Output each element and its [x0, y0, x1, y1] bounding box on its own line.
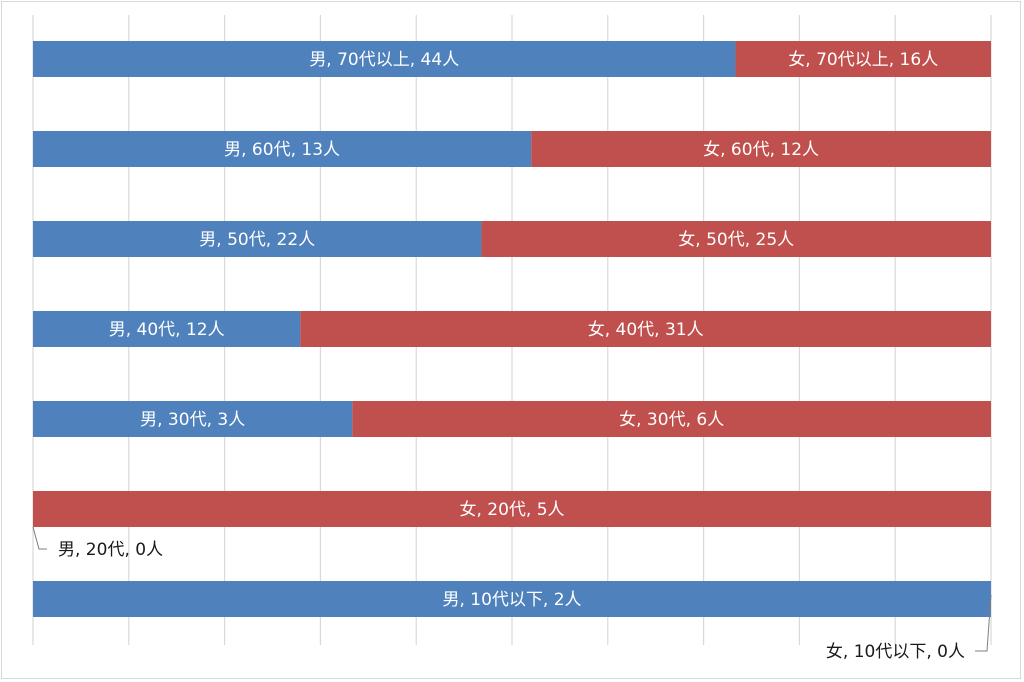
data-label-male-5: 男, 20代, 0人: [58, 540, 163, 560]
bar-male-6: [33, 581, 991, 617]
leader-lines: [32, 526, 992, 652]
data-label-female-5: 女, 20代, 5人: [459, 500, 564, 520]
data-label-male-1: 男, 60代, 13人: [224, 140, 340, 160]
bar-male-0: [33, 41, 736, 77]
data-label-male-3: 男, 40代, 12人: [109, 320, 225, 340]
data-label-female-1: 女, 60代, 12人: [703, 140, 819, 160]
data-label-female-6: 女, 10代以下, 0人: [826, 642, 965, 662]
data-label-female-4: 女, 30代, 6人: [619, 410, 724, 430]
data-label-male-0: 男, 70代以上, 44人: [309, 50, 459, 70]
bar-female-4: [352, 401, 991, 437]
bar-male-1: [33, 131, 532, 167]
data-label-male-2: 男, 50代, 22人: [199, 230, 315, 250]
bar-female-1: [531, 131, 991, 167]
bar-female-0: [735, 41, 991, 77]
bar-male-3: [33, 311, 301, 347]
leader-line-male-5: [32, 526, 47, 550]
data-label-female-3: 女, 40代, 31人: [588, 320, 704, 340]
data-label-female-0: 女, 70代以上, 16人: [788, 50, 938, 70]
bar-male-4: [33, 401, 353, 437]
data-label-male-6: 男, 10代以下, 2人: [442, 590, 581, 610]
leader-line-female-6: [975, 594, 992, 652]
data-label-male-4: 男, 30代, 3人: [140, 410, 245, 430]
bar-female-3: [300, 311, 991, 347]
bars: [33, 41, 991, 617]
data-label-female-2: 女, 50代, 25人: [678, 230, 794, 250]
bar-female-5: [33, 491, 991, 527]
bar-female-2: [481, 221, 991, 257]
bar-male-2: [33, 221, 482, 257]
